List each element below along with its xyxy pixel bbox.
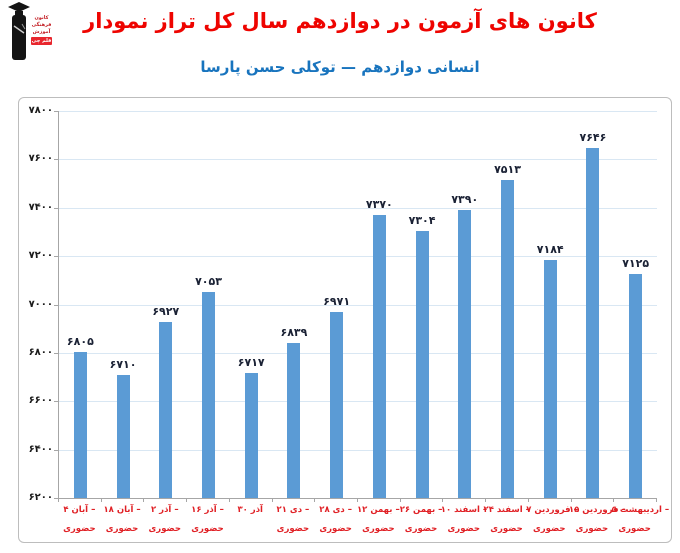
page-title: نمودار تراز کل سال دوازدهم در آزمون های … [83, 9, 597, 33]
bar-value-label: ۶۸۳۹ [280, 326, 308, 340]
x-axis-label: ۲۸ دی – حضوری [319, 505, 352, 534]
bar-value-label: ۷۳۷۰ [365, 198, 393, 211]
bar [458, 210, 472, 498]
x-axis-tick [613, 498, 615, 502]
y-axis-tick-label: ۷۴۰۰ [28, 201, 53, 213]
y-axis-tick-label: ۶۸۰۰ [28, 346, 53, 358]
x-axis-label: ۴ آبان – حضوری [63, 505, 96, 534]
y-axis-tick [54, 449, 58, 451]
y-axis-tick [54, 111, 58, 112]
x-axis-tick [186, 498, 188, 502]
bar [372, 215, 386, 498]
x-axis-label: ۲۴ اسفند – حضوری [483, 505, 530, 534]
logo-text-line: آموزش [32, 29, 51, 35]
bar-value-label: ۷۶۴۶ [579, 131, 607, 145]
logo-text-line: فرهنگی [31, 22, 52, 28]
gridline [59, 256, 657, 258]
x-axis-tick [100, 498, 102, 502]
bar [202, 291, 215, 498]
gridline [59, 352, 657, 354]
x-axis-tick [442, 498, 444, 502]
bar [287, 343, 301, 498]
x-axis-tick [58, 498, 59, 502]
y-axis-tick [54, 304, 58, 306]
bar [586, 148, 600, 498]
y-axis-tick [54, 159, 58, 161]
y-axis-tick-label: ۶۶۰۰ [28, 395, 53, 407]
gridline [59, 401, 657, 403]
x-axis-label: ۱۶ آذر – حضوری [191, 505, 224, 534]
plot-area: ۶۸۰۵ ۶۷۱۰ ۶۹۲۷ ۷۰۵۳ ۶۷۱۷ ۶۸۳۹ ۶۹۷۱ ۷۳۷۰ ۷۳۰۴ ۷۳۹۰… [58, 111, 657, 499]
bar [330, 311, 344, 498]
graduate-figure-icon [8, 2, 30, 60]
y-axis-tick [54, 256, 58, 258]
bar-value-label: ۶۷۱۰ [109, 357, 137, 371]
x-axis-label: ۱۵ فروردین – حضوری [568, 505, 626, 534]
logo-badge: قلم چی [31, 37, 52, 45]
chart-container: ۷۸۰۰ ۷۶۰۰ ۷۴۰۰ ۷۲۰۰ ۷۰۰۰ ۶۸۰۰ ۶۶۰۰ ۶۴۰۰ ۶۲۰۰ ۶۸۰… [18, 97, 672, 543]
y-axis-tick [54, 401, 58, 403]
bar-value-label: ۷۳۰۴ [408, 213, 436, 227]
x-axis-label: ۱۸ آبان – حضوری [103, 505, 141, 534]
x-axis-tick [143, 498, 145, 502]
bar [244, 372, 258, 498]
x-axis-label: ۱۲ بهمن – حضوری [356, 505, 400, 534]
bar-value-label: ۶۷۱۷ [237, 355, 265, 369]
x-axis-tick [271, 498, 273, 502]
bar-value-label: ۷۱۸۴ [536, 242, 564, 256]
bar-value-label: ۷۵۱۳ [494, 163, 521, 177]
y-axis-tick-label: ۷۶۰۰ [28, 153, 53, 165]
x-axis-label: ۲۶ بهمن – حضوری [399, 505, 443, 534]
y-axis-tick-label: ۶۲۰۰ [28, 492, 53, 503]
gridline [59, 207, 657, 209]
y-axis-tick-label: ۷۸۰۰ [28, 105, 53, 116]
x-axis-label: ۵ اردیبهشت – حضوری [611, 505, 670, 534]
y-axis-tick-label: ۷۰۰۰ [28, 298, 53, 310]
gridline [59, 111, 657, 112]
bar-value-label: ۶۹۷۱ [323, 294, 351, 308]
bar-value-label: ۷۰۵۳ [195, 274, 222, 288]
x-axis-tick [527, 498, 529, 502]
bar [501, 180, 514, 498]
bar [116, 374, 130, 498]
x-axis-tick [314, 498, 316, 502]
x-axis-label: ۱۰ اسفند – حضوری [440, 505, 488, 534]
x-axis-label: ۲۱ دی – حضوری [276, 505, 310, 534]
page-subtitle: پارسا حسن توکلی — دوازدهم انسانی [200, 58, 480, 76]
bar-value-label: ۶۸۰۵ [66, 334, 94, 348]
logo-text: کانون فرهنگی آموزش قلم چی [31, 15, 52, 45]
x-axis-tick [485, 498, 487, 502]
bar [159, 322, 173, 498]
x-axis-tick [357, 498, 358, 502]
x-axis-label: ۲ آذر – حضوری [148, 505, 182, 534]
bar-value-label: ۷۱۲۵ [622, 257, 650, 271]
y-axis-tick [54, 352, 58, 354]
x-axis-label: ۷ فروردین – حضوری [526, 505, 578, 534]
gridline [59, 159, 657, 161]
y-axis-tick [54, 498, 58, 499]
bar-value-label: ۶۹۲۷ [152, 305, 180, 319]
bar [73, 351, 87, 498]
gridline [59, 304, 657, 306]
bar [415, 230, 429, 498]
bar [543, 260, 557, 498]
gridline [59, 449, 657, 451]
x-axis-tick [570, 498, 572, 502]
bar-value-label: ۷۳۹۰ [451, 193, 479, 207]
kanoon-logo: کانون فرهنگی آموزش قلم چی [7, 2, 53, 64]
x-axis-tick [399, 498, 401, 502]
y-axis-tick-label: ۷۲۰۰ [28, 250, 53, 262]
logo-text-line: کانون [34, 15, 49, 21]
x-axis-label: ۳۰ آذر [237, 505, 263, 515]
y-axis-tick [54, 207, 58, 209]
x-axis-tick [656, 498, 657, 502]
y-axis-tick-label: ۶۴۰۰ [28, 443, 53, 455]
x-axis-tick [228, 498, 230, 502]
bar [629, 274, 643, 498]
